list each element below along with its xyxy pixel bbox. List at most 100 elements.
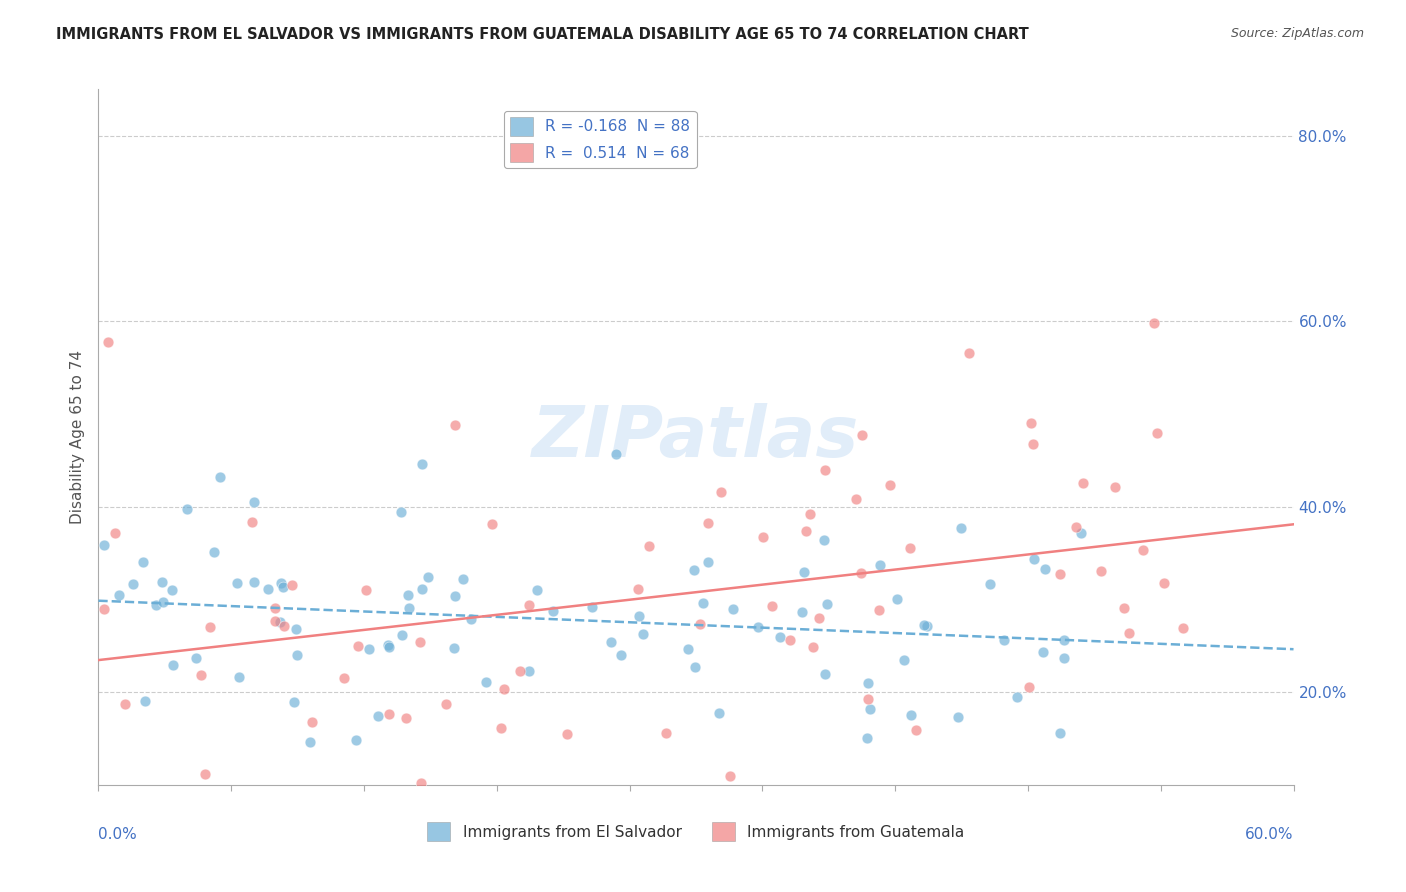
Point: [814, 667, 837, 681]
Point: [444, 589, 467, 603]
Point: [957, 345, 980, 359]
Point: [869, 558, 891, 572]
Point: [240, 515, 263, 529]
Point: [281, 578, 304, 592]
Point: [416, 570, 439, 584]
Point: [444, 417, 467, 432]
Y-axis label: Disability Age 65 to 74: Disability Age 65 to 74: [69, 350, 84, 524]
Point: [605, 446, 627, 460]
Point: [271, 580, 294, 594]
Point: [357, 641, 380, 656]
Point: [697, 516, 720, 530]
Point: [395, 711, 418, 725]
Point: [752, 530, 775, 544]
Point: [893, 652, 915, 666]
Text: IMMIGRANTS FROM EL SALVADOR VS IMMIGRANTS FROM GUATEMALA DISABILITY AGE 65 TO 74: IMMIGRANTS FROM EL SALVADOR VS IMMIGRANT…: [56, 27, 1029, 42]
Point: [1019, 416, 1042, 430]
Point: [243, 574, 266, 589]
Point: [946, 710, 969, 724]
Point: [631, 627, 654, 641]
Point: [655, 725, 678, 739]
Point: [226, 576, 249, 591]
Point: [344, 732, 367, 747]
Point: [443, 640, 465, 655]
Point: [228, 670, 250, 684]
Point: [761, 599, 783, 614]
Point: [398, 601, 420, 615]
Point: [134, 694, 156, 708]
Point: [474, 674, 496, 689]
Point: [769, 630, 792, 644]
Point: [460, 612, 482, 626]
Point: [1049, 726, 1071, 740]
Point: [285, 623, 308, 637]
Point: [813, 533, 835, 547]
Point: [162, 658, 184, 673]
Point: [114, 697, 136, 711]
Point: [434, 697, 457, 711]
Point: [198, 620, 221, 634]
Point: [856, 675, 879, 690]
Point: [720, 769, 742, 783]
Point: [879, 477, 901, 491]
Point: [411, 458, 433, 472]
Point: [190, 667, 212, 681]
Point: [898, 541, 921, 555]
Point: [627, 609, 650, 624]
Point: [378, 640, 401, 654]
Point: [692, 596, 714, 610]
Point: [285, 648, 308, 662]
Point: [807, 611, 830, 625]
Point: [1018, 681, 1040, 695]
Point: [1153, 576, 1175, 591]
Point: [1053, 650, 1076, 665]
Point: [868, 602, 890, 616]
Point: [93, 602, 115, 616]
Point: [391, 628, 413, 642]
Point: [638, 539, 661, 553]
Point: [856, 691, 879, 706]
Point: [1033, 562, 1056, 576]
Point: [145, 598, 167, 612]
Point: [396, 588, 419, 602]
Point: [481, 516, 503, 531]
Point: [979, 576, 1001, 591]
Point: [1005, 690, 1028, 704]
Point: [132, 555, 155, 569]
Point: [409, 635, 432, 649]
Point: [696, 555, 718, 569]
Point: [849, 566, 872, 581]
Point: [1022, 552, 1045, 566]
Point: [1053, 632, 1076, 647]
Point: [900, 707, 922, 722]
Point: [411, 582, 433, 596]
Point: [801, 640, 824, 655]
Point: [354, 582, 377, 597]
Point: [453, 573, 475, 587]
Point: [1132, 543, 1154, 558]
Point: [526, 582, 548, 597]
Point: [202, 544, 225, 558]
Point: [1112, 601, 1135, 615]
Text: 60.0%: 60.0%: [1246, 827, 1294, 842]
Point: [610, 648, 633, 663]
Point: [1118, 625, 1140, 640]
Point: [683, 659, 706, 673]
Point: [815, 597, 838, 611]
Point: [270, 575, 292, 590]
Point: [367, 708, 389, 723]
Point: [794, 524, 817, 538]
Text: ZIPatlas: ZIPatlas: [533, 402, 859, 472]
Point: [917, 619, 939, 633]
Point: [1146, 425, 1168, 440]
Point: [152, 595, 174, 609]
Point: [242, 495, 264, 509]
Point: [709, 706, 731, 721]
Point: [150, 575, 173, 590]
Point: [859, 702, 882, 716]
Point: [779, 632, 801, 647]
Point: [409, 775, 432, 789]
Point: [273, 618, 295, 632]
Legend: Immigrants from El Salvador, Immigrants from Guatemala: Immigrants from El Salvador, Immigrants …: [422, 816, 970, 847]
Point: [517, 598, 540, 612]
